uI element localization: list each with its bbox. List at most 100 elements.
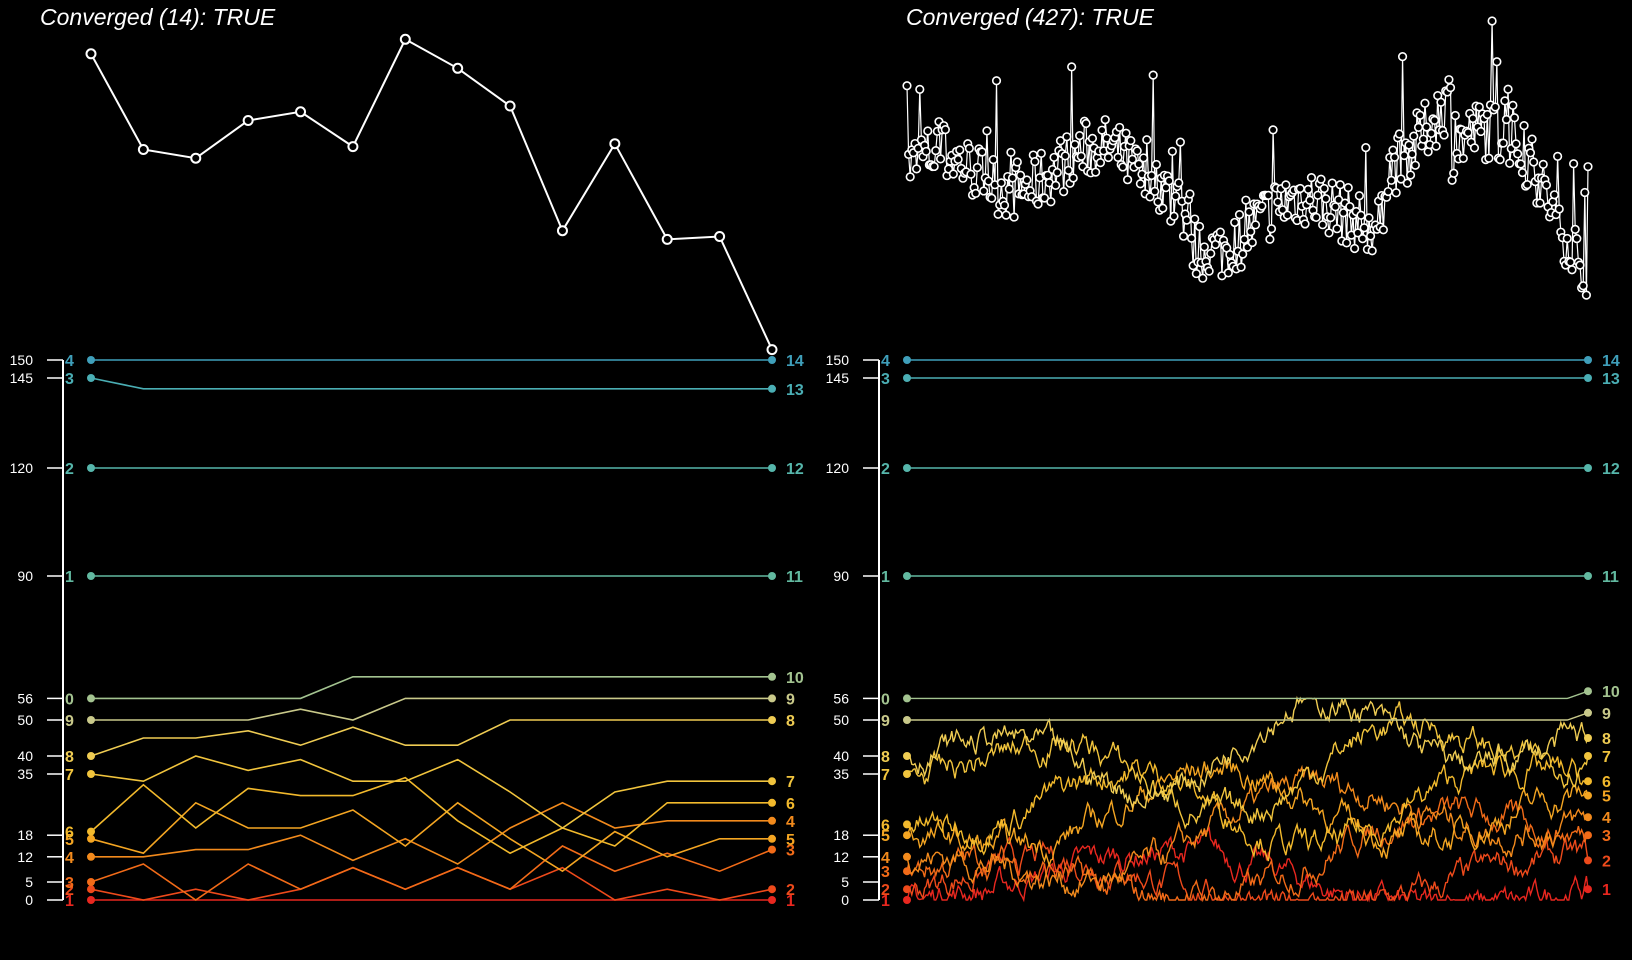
top-series-point xyxy=(1036,148,1046,159)
top-series-point xyxy=(971,188,981,198)
top-series-point xyxy=(1185,189,1195,199)
top-series-point xyxy=(1121,128,1131,138)
top-series-point xyxy=(1295,183,1305,194)
series-end-point xyxy=(768,356,776,364)
top-series-point xyxy=(1004,184,1014,194)
top-series-point xyxy=(1081,118,1091,129)
top-series-point xyxy=(935,154,946,164)
top-series-point xyxy=(1246,227,1256,237)
series-end-label: 1 xyxy=(1602,882,1611,899)
series-end-point xyxy=(768,834,776,843)
top-series-point xyxy=(1068,173,1078,183)
top-series-point xyxy=(1436,97,1446,107)
top-series-point xyxy=(1167,146,1177,156)
top-series-point xyxy=(1444,75,1454,85)
series-line xyxy=(906,764,1589,898)
top-series-point xyxy=(1215,227,1225,237)
top-series-point xyxy=(1389,152,1400,162)
top-series-point xyxy=(931,145,941,156)
series-line xyxy=(906,750,1589,862)
y-tick-label: 12 xyxy=(833,849,849,865)
top-series-point xyxy=(1484,153,1494,163)
top-series-point xyxy=(1146,170,1157,181)
top-series-point xyxy=(1565,257,1576,267)
series-line xyxy=(90,866,773,901)
top-series-point xyxy=(1522,180,1532,190)
right-panel: Converged (427): TRUE 0 5 12 18 35 40 50 56 90 12… xyxy=(816,0,1632,960)
top-series-point xyxy=(1234,210,1245,220)
series-start-label: 5 xyxy=(65,832,74,849)
series-start-label: 5 xyxy=(881,828,890,845)
series-end-label: 13 xyxy=(786,382,804,399)
top-series-point xyxy=(1012,157,1022,167)
top-series-point xyxy=(1076,151,1086,161)
top-series-point xyxy=(991,76,1002,86)
top-series-point xyxy=(1439,130,1449,140)
top-series-point xyxy=(1015,170,1026,180)
top-series-point xyxy=(1247,237,1257,248)
top-series-point xyxy=(1265,234,1275,244)
series-end-label: 7 xyxy=(1602,749,1611,766)
y-tick-label: 120 xyxy=(826,460,850,476)
top-series-point xyxy=(1420,98,1430,108)
top-series-point xyxy=(1306,173,1317,183)
series-start-point xyxy=(87,896,95,904)
top-series-point xyxy=(556,225,568,237)
series-start-point xyxy=(87,464,95,472)
top-series-point xyxy=(1383,186,1393,197)
top-series-point xyxy=(1134,159,1144,169)
top-series-point xyxy=(902,81,912,91)
top-series-point xyxy=(1060,151,1070,161)
left-panel: Converged (14): TRUE 0 5 12 18 35 40 50 56 90 120… xyxy=(10,4,804,910)
top-series-point xyxy=(1316,174,1326,184)
top-series-point xyxy=(1230,217,1240,228)
top-series-point xyxy=(1583,162,1593,172)
top-series-point xyxy=(1332,224,1342,234)
top-series-point xyxy=(1500,96,1510,106)
series-end-label: 11 xyxy=(1602,569,1619,586)
series-start-label: 2 xyxy=(65,882,74,899)
top-series-point xyxy=(1569,159,1579,169)
y-tick-label: 5 xyxy=(25,874,33,890)
top-series-point xyxy=(452,62,464,74)
series-end-point xyxy=(1584,687,1592,696)
top-series-point xyxy=(1423,147,1433,157)
series-end-label: 14 xyxy=(1602,353,1620,370)
top-series-point xyxy=(1001,210,1011,220)
series-end-point xyxy=(1584,752,1592,760)
series-end-point xyxy=(768,464,776,472)
top-series-point xyxy=(1164,176,1174,186)
top-series-point xyxy=(1338,208,1349,218)
top-series-point xyxy=(1100,115,1110,125)
series-start-label: 9 xyxy=(881,713,890,730)
top-series-point xyxy=(1421,122,1432,132)
top-series-point xyxy=(1186,233,1197,243)
top-series-point xyxy=(1468,113,1478,124)
y-tick-label: 145 xyxy=(826,370,850,386)
top-series-point xyxy=(1059,187,1069,197)
top-series-point xyxy=(1142,135,1152,145)
series-line xyxy=(91,675,772,700)
top-series-point xyxy=(999,200,1010,210)
top-series-point xyxy=(1051,180,1061,190)
series-line xyxy=(90,801,772,873)
series-end-point xyxy=(1584,856,1592,865)
top-series-point xyxy=(1361,143,1371,153)
series-start-point xyxy=(903,770,911,778)
series-end-label: 1 xyxy=(786,893,795,910)
series-end-label: 11 xyxy=(786,569,803,586)
top-series-point xyxy=(1396,174,1406,184)
series-end-label: 9 xyxy=(1602,706,1611,723)
series-start-label: 2 xyxy=(881,882,890,899)
top-series-point xyxy=(1113,152,1123,162)
series-start-point xyxy=(903,572,911,580)
series-start-point xyxy=(87,374,95,382)
top-series-point xyxy=(1303,184,1313,194)
series-start-point xyxy=(87,716,95,724)
top-series-point xyxy=(1178,231,1189,241)
top-series-point xyxy=(1022,175,1032,185)
top-series-point xyxy=(1402,178,1412,188)
top-series-point xyxy=(1413,122,1424,133)
top-series-point xyxy=(1404,140,1414,150)
series-line xyxy=(91,697,772,721)
